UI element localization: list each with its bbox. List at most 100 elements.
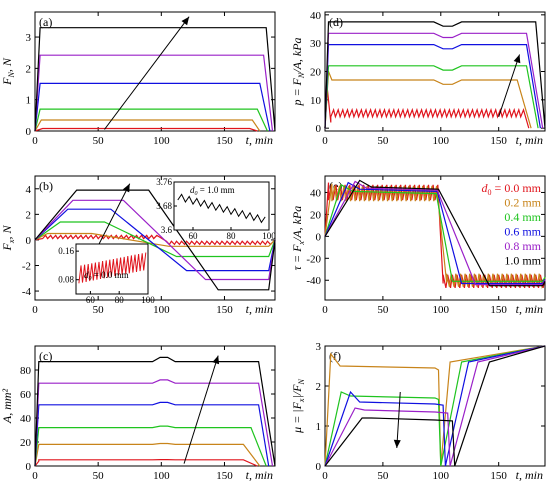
panel-c-ylabel: A, mm²	[0, 388, 14, 424]
series-f-0.8	[324, 345, 546, 467]
panel-f-xlabel: t, min	[516, 468, 543, 482]
panel-b-xtick-label: 100	[153, 304, 170, 316]
panel-f-label: (f)	[329, 349, 341, 363]
panel-c-ytick-label: 20	[20, 437, 32, 449]
panel-a-ytick-label: 0	[26, 126, 32, 138]
inset-0-ytick-label: 3.6	[161, 225, 173, 235]
panel-f-xtick-label: 0	[322, 470, 328, 482]
panel-d-ylabel: p = FN/A, kPa	[290, 37, 306, 106]
panel-f-ytick-label: 1	[316, 421, 322, 433]
panel-a-trend-arrow-shaft	[104, 16, 190, 130]
panel-e-ytick-label: 0	[316, 231, 322, 243]
panel-d-trend-arrow-head	[513, 54, 521, 64]
series-a-0.4	[34, 108, 268, 132]
panel-d-ytick-label: 20	[310, 67, 322, 79]
series-d-0.8	[324, 32, 544, 129]
panel-a-trend-arrow	[104, 16, 190, 130]
panel-f-ytick-label: 0	[316, 461, 322, 473]
panel-a-ytick-label: 2	[26, 63, 32, 75]
inset-0-label: d0 = 1.0 mm	[190, 185, 235, 197]
series-a-0.8	[34, 54, 274, 132]
panel-c-ytick-label: 40	[20, 413, 32, 425]
panel-e-xtick-label: 150	[490, 304, 507, 316]
series-e-0.4	[324, 183, 546, 282]
inset-1-xtick-label: 60	[86, 295, 96, 305]
series-c-0.8	[34, 379, 274, 467]
panel-f-ytick-label: 3	[316, 341, 322, 353]
panel-a-ytick-label: 3	[26, 32, 32, 44]
panel-a-frame	[34, 11, 276, 132]
panel-a-xtick-label: 50	[93, 135, 105, 147]
panel-b-ylabel: Fx, N	[0, 225, 16, 252]
panel-f-trend-arrow-head	[393, 439, 401, 448]
series-a-0.2	[34, 119, 261, 132]
series-f-0.2	[324, 345, 546, 467]
panel-b-ytick-label: 4	[26, 184, 32, 196]
inset-0-ytick-label: 3.76	[156, 177, 172, 187]
inset-1-xtick-label: 100	[141, 295, 155, 305]
panel-a-ylabel: FN, N	[0, 57, 16, 86]
inset-1-label: d0 = 0.0 mm	[84, 270, 129, 282]
panel-e-frame	[324, 175, 546, 301]
series-d-0.2	[324, 71, 532, 129]
series-b-0.2	[34, 232, 276, 247]
panel-c-trend-arrow-head	[212, 355, 220, 365]
panel-c-ytick-label: 80	[20, 365, 32, 377]
series-f-1.0	[324, 345, 546, 467]
panel-d-ytick-label: 30	[310, 38, 322, 50]
panel-a-xlabel: t, min	[246, 133, 273, 147]
inset-0-bg	[174, 182, 269, 230]
panel-d-xtick-label: 0	[322, 135, 328, 147]
series-c-0.4	[34, 425, 267, 467]
panel-a-xtick-label: 100	[153, 135, 170, 147]
panel-d-trend-arrow	[498, 54, 521, 117]
panel-b-xtick-label: 150	[216, 304, 233, 316]
panel-e-xtick-label: 50	[377, 304, 389, 316]
panel-d-xtick-label: 100	[433, 135, 450, 147]
inset-1-ytick-label: 0.08	[58, 275, 74, 285]
panel-c-ytick-label: 0	[26, 461, 32, 473]
panel-b-ytick-label: -4	[22, 286, 32, 298]
inset-1-xtick-label: 80	[115, 295, 125, 305]
panel-b-trend-arrow-head	[122, 183, 130, 193]
legend-entry-0.0: d0 = 0.0 mm	[482, 181, 542, 197]
panel-c: 0 50 100 150 0 20 40 60 80 (c) t, min A, mm²	[0, 345, 276, 482]
panel-c-trend-arrow	[183, 355, 220, 464]
series-f-0.4	[324, 345, 546, 467]
series-b-0.8	[34, 199, 276, 281]
series-b-0.4	[34, 221, 276, 258]
panel-f-ytick-label: 2	[316, 381, 322, 393]
panel-b-frame	[34, 175, 276, 301]
inset-1-series	[78, 252, 147, 284]
panel-b-xlabel: t, min	[246, 302, 273, 316]
panel-c-frame	[34, 345, 276, 467]
panel-f-xtick-label: 50	[377, 470, 389, 482]
panel-f: 0 50 100 150 0 1 2 3 (f) t, min μ = |Fx|/FN	[290, 341, 546, 482]
panel-b-xtick-label: 50	[93, 304, 105, 316]
panel-a-ytick-label: 1	[26, 95, 32, 107]
panel-c-xtick-label: 0	[32, 470, 38, 482]
inset-1-frame	[75, 243, 149, 295]
panel-c-trend-arrow-shaft	[183, 355, 219, 464]
legend-entry-0.4: 0.4 mm	[504, 210, 541, 224]
legend-entry-0.6: 0.6 mm	[504, 225, 541, 239]
panel-f-trend-arrow-shaft	[396, 391, 401, 449]
series-a-1.0	[34, 27, 276, 132]
series-b-1.0	[34, 189, 276, 291]
panel-e-ylabel: τ = Fx/A, kPa	[290, 206, 306, 271]
panel-a-trend-arrow-head	[181, 16, 190, 26]
panel-f-trend-arrow	[393, 391, 401, 449]
panel-e-xlabel: t, min	[516, 302, 543, 316]
panel-a-xtick-label: 0	[32, 135, 38, 147]
series-b-0.6	[34, 208, 276, 272]
panel-d-ytick-label: 40	[310, 10, 322, 22]
panel-d-xtick-label: 50	[377, 135, 389, 147]
inset-0-xtick-label: 100	[262, 231, 276, 241]
series-b-0.0	[34, 234, 276, 246]
panel-a: 0 50 100 150 0 1 2 3 (a) t, min FN, N	[0, 11, 276, 147]
panel-d-trend-arrow-shaft	[498, 54, 521, 117]
panel-c-xtick-label: 150	[216, 470, 233, 482]
panel-f-xtick-label: 150	[490, 470, 507, 482]
